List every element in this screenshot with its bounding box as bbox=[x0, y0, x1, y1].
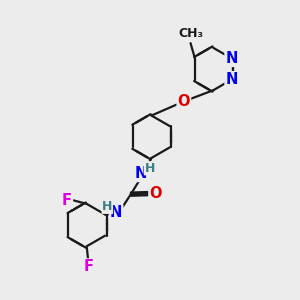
Text: H: H bbox=[102, 200, 112, 213]
Text: H: H bbox=[145, 162, 155, 175]
Text: N: N bbox=[110, 205, 122, 220]
Text: F: F bbox=[62, 193, 72, 208]
Text: N: N bbox=[226, 51, 238, 66]
Text: N: N bbox=[135, 166, 147, 181]
Text: CH₃: CH₃ bbox=[178, 27, 203, 40]
Text: O: O bbox=[149, 186, 162, 201]
Text: O: O bbox=[178, 94, 190, 109]
Text: F: F bbox=[83, 260, 93, 274]
Text: N: N bbox=[226, 72, 238, 87]
